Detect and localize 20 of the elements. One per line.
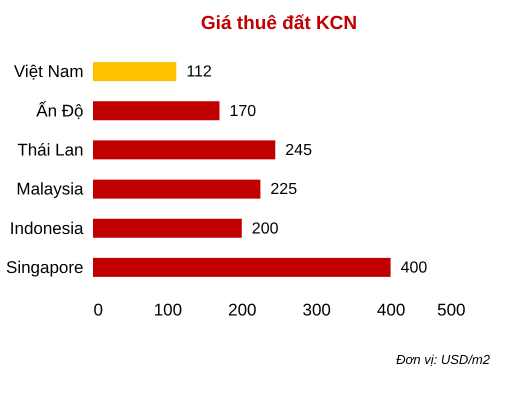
y-tick-label: Thái Lan [17, 140, 84, 160]
data-label: 245 [285, 142, 312, 159]
x-tick-label: 0 [94, 300, 103, 320]
x-tick-label: 200 [228, 300, 256, 320]
data-label: 225 [270, 181, 298, 198]
data-label: 112 [186, 64, 212, 81]
y-tick-label: Indonesia [10, 218, 84, 238]
data-label: 200 [252, 220, 279, 238]
y-tick-label: Việt Nam [14, 62, 84, 82]
x-tick-label: 100 [154, 300, 182, 320]
data-label: 170 [229, 102, 256, 120]
chart-title: Giá thuê đất KCN [200, 13, 358, 34]
y-tick-label: Singapore [6, 258, 84, 277]
x-tick-label: 300 [302, 300, 331, 320]
text: Đơn vị: USD/m2 [396, 352, 491, 367]
x-tick-label: 400 [376, 300, 406, 320]
y-tick-label: Ấn Độ [36, 100, 84, 120]
y-tick-label: Malaysia [16, 180, 84, 199]
data-label: 400 [400, 259, 428, 276]
x-tick-label: 500 [437, 300, 466, 320]
